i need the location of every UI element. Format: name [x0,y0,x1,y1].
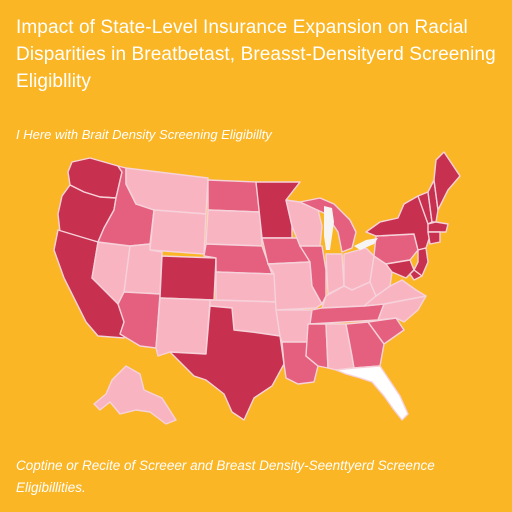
state-mississippi [305,323,329,369]
great-lakes-east [354,238,378,250]
state-texas [169,305,285,421]
state-delaware [409,269,423,281]
state-massachusetts [427,221,449,233]
great-lakes [324,206,334,250]
state-utah [123,243,163,295]
map-title: Impact of State-Level Insurance Expansio… [16,17,496,92]
state-connecticut [427,231,441,245]
state-new-hampshire [427,179,439,223]
state-arizona [117,291,161,349]
state-wyoming [149,209,207,255]
state-alaska [93,365,177,425]
map-caption: Coptine or Recite of Screeer and Breast … [16,458,435,495]
state-colorado [159,255,217,301]
state-new-mexico [155,297,211,357]
state-south-dakota [205,209,263,247]
state-florida [335,365,409,421]
state-north-dakota [207,179,261,213]
state-kansas [215,271,279,303]
state-maine [433,151,461,211]
map-subtitle: I Here with Brait Density Screening Elig… [16,127,272,142]
state-pennsylvania [373,233,419,265]
